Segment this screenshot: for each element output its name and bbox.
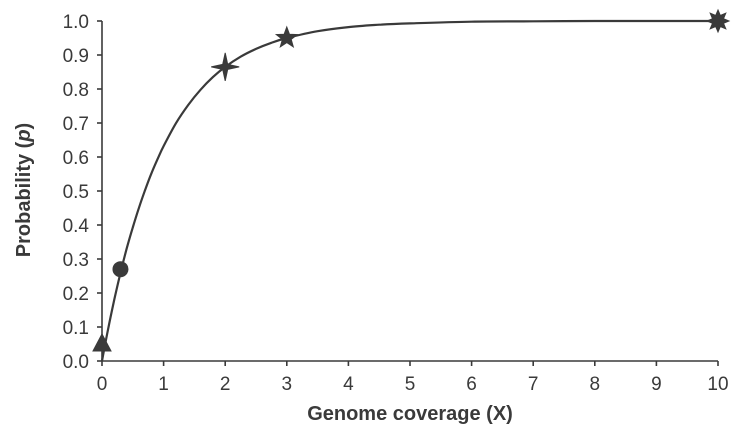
four-point-star-marker: [211, 52, 240, 82]
y-tick-label: 0.1: [63, 318, 89, 339]
y-tick-label: 0.2: [63, 284, 89, 305]
axes: [101, 21, 718, 362]
x-tick-label: 2: [220, 374, 231, 395]
x-tick-label: 4: [343, 374, 354, 395]
y-tick-label: 0.9: [63, 46, 89, 67]
y-tick-label: 0.4: [63, 216, 90, 237]
y-axis-ticks: 0.0 0.1 0.2 0.3 0.4 0.5 0.6 0.7 0.8 0.9 1.0: [63, 12, 102, 373]
probability-curve: [100, 19, 718, 362]
y-axis-title-suffix: ): [13, 123, 35, 130]
eight-point-star-marker: [705, 8, 731, 34]
x-tick-label: 7: [528, 374, 539, 395]
data-markers: [92, 8, 731, 352]
x-tick-label: 9: [651, 374, 662, 395]
y-axis-title-prefix: Probability (: [13, 141, 35, 257]
y-tick-label: 0.5: [63, 182, 89, 203]
y-tick-label: 0.3: [63, 250, 89, 271]
x-tick-label: 0: [97, 374, 108, 395]
x-tick-label: 1: [158, 374, 169, 395]
y-axis-title-variable: p: [13, 129, 35, 142]
y-tick-label: 1.0: [63, 12, 89, 33]
y-tick-label: 0.0: [63, 352, 89, 373]
y-tick-label: 0.8: [63, 80, 89, 101]
triangle-marker: [92, 332, 112, 352]
y-tick-label: 0.6: [63, 148, 89, 169]
x-axis-title: Genome coverage (X): [307, 403, 513, 425]
y-axis-title: Probability (p): [13, 123, 35, 257]
x-tick-label: 6: [466, 374, 477, 395]
x-tick-label: 10: [707, 374, 728, 395]
x-tick-label: 5: [405, 374, 416, 395]
five-point-star-marker: [274, 25, 299, 49]
circle-marker: [112, 261, 129, 278]
x-tick-label: 8: [590, 374, 601, 395]
x-axis-ticks: 0 1 2 3 4 5 6 7 8 9 10: [97, 361, 729, 395]
y-tick-label: 0.7: [63, 114, 89, 135]
x-tick-label: 3: [282, 374, 293, 395]
